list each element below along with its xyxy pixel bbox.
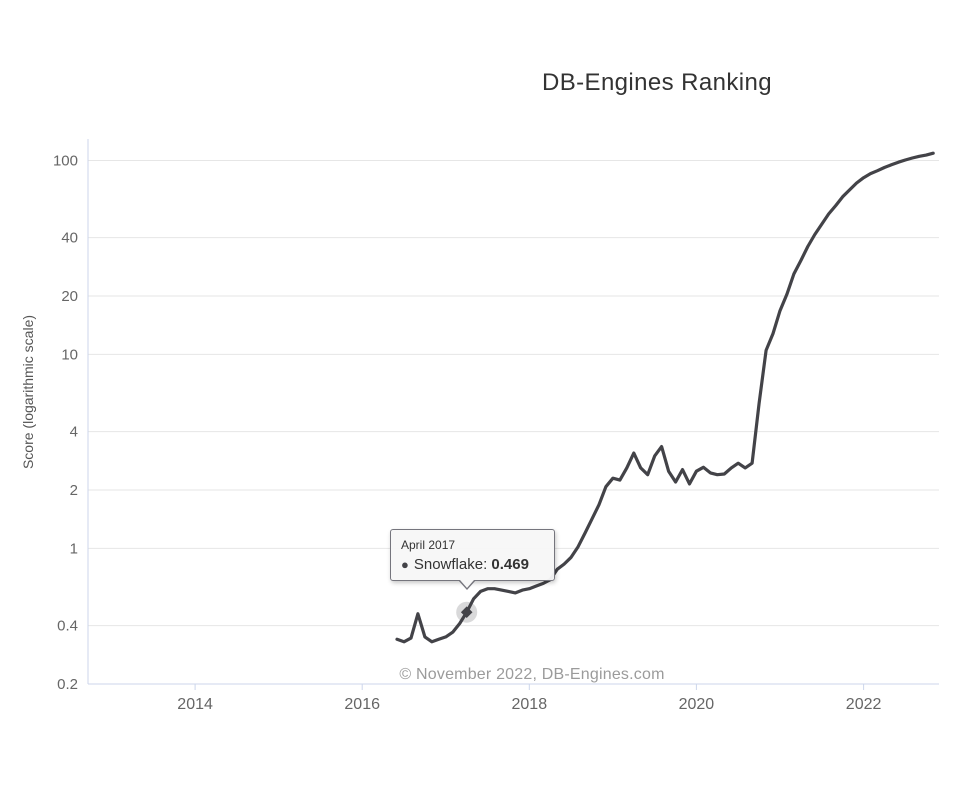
y-axis-title: Score (logarithmic scale) xyxy=(20,314,36,470)
y-axis-label: 10 xyxy=(61,346,78,363)
x-axis-label: 2018 xyxy=(512,696,548,713)
series-bullet-icon: ● xyxy=(401,557,409,572)
credits-link[interactable]: © November 2022, DB-Engines.com xyxy=(399,666,665,683)
x-axis-label: 2016 xyxy=(344,696,380,713)
tooltip-series-row: ● Snowflake: 0.469 xyxy=(401,556,544,573)
x-axis-label: 2022 xyxy=(846,696,882,713)
y-axis-label: 0.4 xyxy=(57,618,78,635)
tooltip-separator: : xyxy=(483,556,492,573)
y-axis-label: 2 xyxy=(70,482,78,499)
tooltip-series-name: Snowflake xyxy=(413,556,484,573)
highlight-marker[interactable] xyxy=(460,606,473,618)
y-axis-label: 100 xyxy=(53,153,78,170)
x-axis-label: 2020 xyxy=(679,696,715,713)
chart-title: DB-Engines Ranking xyxy=(542,69,772,96)
y-axis-label: 40 xyxy=(61,230,78,247)
tooltip-date: April 2017 xyxy=(401,538,456,552)
y-axis-label: 20 xyxy=(61,288,78,305)
y-axis-label: 1 xyxy=(70,540,78,557)
series-line-snowflake[interactable] xyxy=(395,151,935,644)
y-axis-label: 4 xyxy=(70,424,78,441)
x-axis-label: 2014 xyxy=(177,696,213,713)
tooltip-value: 0.469 xyxy=(491,556,529,573)
y-axis-label: 0.2 xyxy=(57,676,78,693)
tooltip: April 2017 ● Snowflake: 0.469 xyxy=(390,529,555,590)
plot-area[interactable] xyxy=(88,139,939,684)
